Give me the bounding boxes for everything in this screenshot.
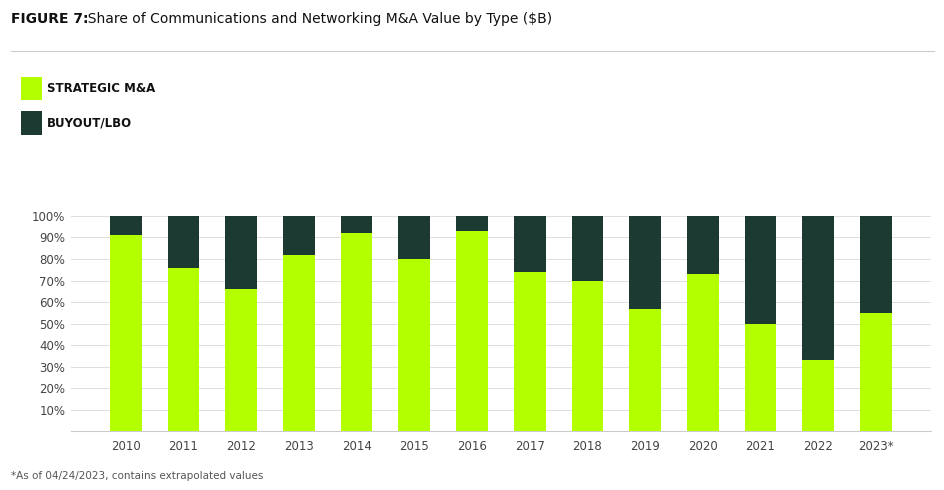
Text: FIGURE 7:: FIGURE 7:: [11, 12, 89, 26]
Bar: [225, 216, 257, 289]
Bar: [744, 323, 776, 431]
Bar: [167, 216, 199, 268]
Bar: [225, 289, 257, 431]
Bar: [110, 235, 142, 431]
Bar: [167, 268, 199, 431]
Bar: [686, 274, 717, 431]
Bar: [514, 216, 545, 272]
Text: BUYOUT/LBO: BUYOUT/LBO: [47, 117, 132, 129]
Bar: [110, 216, 142, 235]
Bar: [398, 216, 430, 259]
Bar: [801, 360, 834, 431]
Bar: [571, 216, 602, 281]
Bar: [629, 309, 660, 431]
Text: Share of Communications and Networking M&A Value by Type ($B): Share of Communications and Networking M…: [79, 12, 552, 26]
Bar: [744, 216, 776, 323]
Bar: [283, 216, 314, 255]
Bar: [341, 216, 372, 233]
Bar: [514, 272, 545, 431]
Bar: [341, 233, 372, 431]
Bar: [801, 216, 834, 360]
Bar: [571, 281, 602, 431]
Bar: [456, 231, 487, 431]
Text: *As of 04/24/2023, contains extrapolated values: *As of 04/24/2023, contains extrapolated…: [11, 471, 263, 481]
Bar: [859, 313, 891, 431]
Bar: [859, 216, 891, 313]
Bar: [629, 216, 660, 309]
Bar: [283, 255, 314, 431]
Text: STRATEGIC M&A: STRATEGIC M&A: [47, 82, 156, 95]
Bar: [686, 216, 717, 274]
Bar: [398, 259, 430, 431]
Bar: [456, 216, 487, 231]
